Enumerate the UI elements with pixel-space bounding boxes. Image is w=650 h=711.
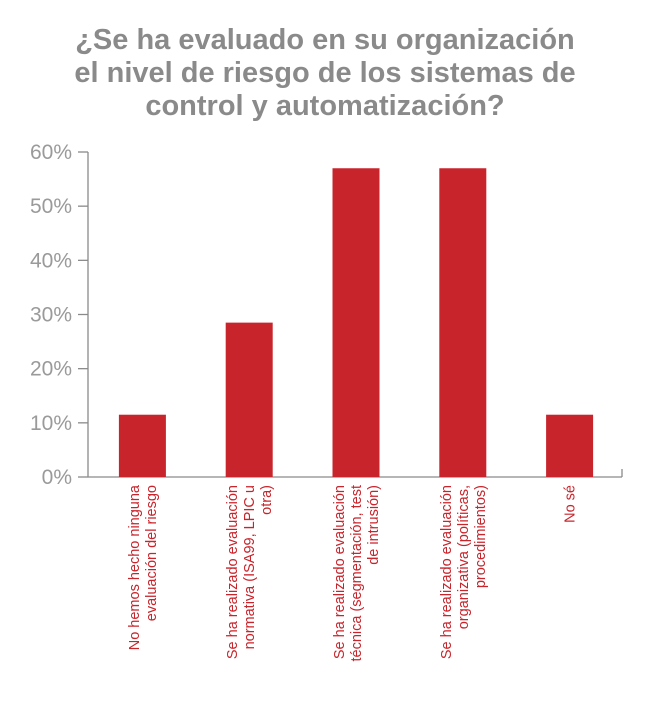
y-tick-label: 20% <box>30 358 72 381</box>
category-label-line: técnica (segmentación, test <box>349 485 365 662</box>
category-label-line: normativa (ISA99, LPIC u <box>242 485 258 649</box>
bar <box>332 168 380 477</box>
y-tick-label: 0% <box>42 466 72 489</box>
y-tick-label: 30% <box>30 304 72 327</box>
category-label-line: procedimientos) <box>473 485 489 588</box>
bar <box>225 322 273 477</box>
category-label-line: evaluación del riesgo <box>144 485 160 621</box>
x-category-labels: No hemos hecho ninguna evaluación del rie… <box>127 484 579 661</box>
chart-title-line: ¿Se ha evaluado en su organización <box>75 24 575 56</box>
chart-title: ¿Se ha evaluado en su organización el ni… <box>0 24 650 123</box>
category-label-line: Se ha realizado evaluación <box>332 485 348 659</box>
bars <box>118 168 594 477</box>
category-label-line: Se ha realizado evaluación <box>439 485 455 659</box>
y-tick-label: 60% <box>30 141 72 164</box>
bar <box>439 168 487 477</box>
category-label: No sé <box>563 485 579 523</box>
category-label: No hemos hecho ninguna evaluación del rie… <box>127 484 160 650</box>
category-label-line: organizativa (políticas, <box>456 485 472 629</box>
bar <box>118 414 166 477</box>
category-label-line: No hemos hecho ninguna <box>127 484 143 650</box>
category-label-line: otra) <box>259 485 275 515</box>
category-label-line: de intrusión) <box>366 485 382 565</box>
bar <box>546 414 594 477</box>
category-label: Se ha realizado evaluación normativa (ISA… <box>225 485 275 659</box>
chart-title-line: el nivel de riesgo de los sistemas de <box>74 57 576 89</box>
category-label-line: No sé <box>563 485 579 523</box>
category-label-line: Se ha realizado evaluación <box>225 485 241 659</box>
category-label: Se ha realizado evaluación organizativa (… <box>439 485 489 659</box>
category-label: Se ha realizado evaluación técnica (segme… <box>332 485 382 662</box>
y-tick-label: 10% <box>30 412 72 435</box>
y-tick-label: 40% <box>30 249 72 272</box>
y-tick-labels: 0% 10% 20% 30% 40% 50% 60% <box>30 141 72 489</box>
chart-title-line: control y automatización? <box>145 90 505 122</box>
y-tick-label: 50% <box>30 195 72 218</box>
